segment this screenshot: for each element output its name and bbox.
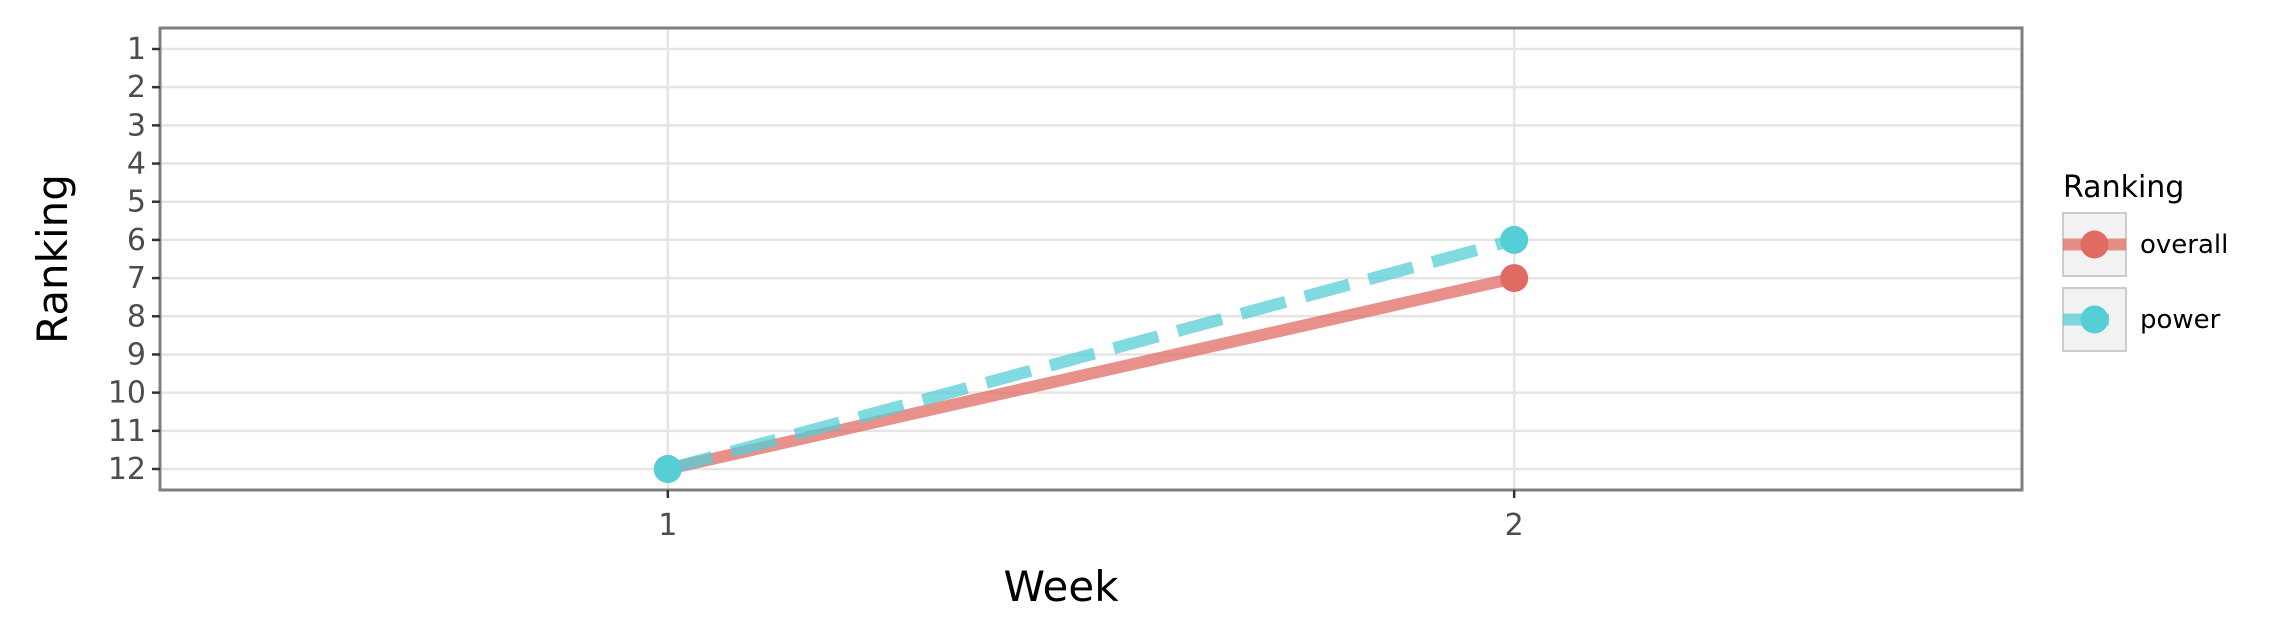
x-tick-label: 2 [1505, 508, 1524, 543]
y-tick-label: 1 [127, 32, 146, 67]
point-power-week-1 [653, 455, 682, 483]
y-tick-label: 6 [127, 223, 146, 258]
legend-item-power: power [2062, 287, 2221, 352]
series-line-power [666, 234, 1516, 475]
series-points [653, 225, 1529, 483]
series-line-overall [666, 272, 1516, 475]
series-lines [666, 234, 1516, 475]
y-tick-label: 2 [127, 70, 146, 105]
y-tick-label: 7 [127, 261, 146, 296]
legend-key-point [2080, 305, 2109, 334]
x-tick-label: 1 [658, 508, 677, 543]
legend-title: Ranking [2063, 170, 2184, 205]
point-power-week-2 [1500, 225, 1529, 254]
y-tick-label: 11 [108, 414, 146, 449]
point-overall-week-2 [1500, 264, 1529, 293]
legend-items: overall power [2062, 212, 2228, 352]
y-tick-label: 10 [108, 376, 146, 411]
y-tick-label: 12 [108, 452, 146, 487]
y-tick-label: 3 [127, 108, 146, 143]
legend-item-overall: overall [2062, 212, 2228, 277]
y-tick-label: 8 [127, 299, 146, 334]
grid-lines [160, 28, 2022, 490]
plot-panel-border [158, 26, 2024, 492]
y-tick-label: 9 [127, 337, 146, 372]
x-axis-title: Week [1003, 562, 1119, 611]
legend-key-point [2080, 230, 2109, 259]
legend-label: overall [2140, 230, 2228, 260]
legend: Ranking overall power [2062, 170, 2228, 352]
y-tick-label: 4 [127, 147, 146, 182]
y-axis-title: Ranking [28, 174, 77, 344]
legend-label: power [2140, 305, 2221, 335]
y-tick-label: 5 [127, 185, 146, 220]
